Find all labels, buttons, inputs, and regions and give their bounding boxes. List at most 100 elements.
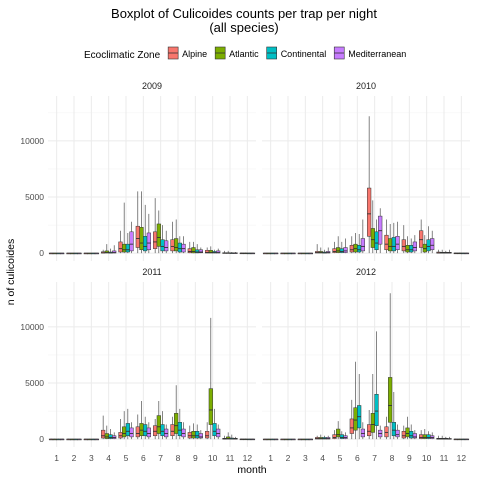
box-mediterranean-m12 bbox=[250, 438, 255, 441]
box-mediterranean-m10 bbox=[430, 230, 435, 254]
box-continental-m1 bbox=[270, 438, 275, 441]
box-continental-m11 bbox=[443, 250, 448, 254]
box-mediterranean-m6 bbox=[360, 422, 365, 440]
box-mediterranean-m4 bbox=[326, 247, 331, 254]
box-mediterranean-m3 bbox=[308, 252, 313, 255]
box-iqr bbox=[122, 243, 127, 253]
box-iqr bbox=[216, 428, 221, 438]
box-alpine-m12 bbox=[239, 252, 244, 255]
chart-title: Boxplot of Culicoides counts per trap pe… bbox=[111, 6, 377, 21]
panel-2010: 2010 bbox=[262, 81, 470, 261]
box-iqr bbox=[164, 240, 169, 252]
x-tick-label: 2 bbox=[72, 453, 77, 463]
box-mediterranean-m4 bbox=[326, 435, 331, 440]
box-continental-m7 bbox=[374, 331, 379, 440]
y-tick-label: 10000 bbox=[20, 136, 44, 146]
box-alpine-m3 bbox=[297, 252, 302, 255]
box-iqr bbox=[367, 424, 372, 437]
box-iqr bbox=[174, 413, 179, 434]
box-atlantic-m12 bbox=[457, 252, 462, 255]
box-mediterranean-m9 bbox=[412, 235, 417, 254]
box-atlantic-m1 bbox=[266, 252, 271, 255]
box-iqr bbox=[101, 429, 106, 439]
box-continental-m12 bbox=[461, 252, 466, 255]
box-mediterranean-m1 bbox=[274, 252, 279, 255]
box-continental-m6 bbox=[357, 374, 362, 440]
box-mediterranean-m10 bbox=[430, 432, 435, 440]
x-axis-title: month bbox=[237, 464, 266, 476]
box-iqr bbox=[212, 423, 217, 437]
box-continental-m3 bbox=[305, 438, 310, 441]
box-iqr bbox=[388, 377, 393, 423]
x-tick-label: 6 bbox=[355, 453, 360, 463]
box-mediterranean-m6 bbox=[146, 422, 151, 440]
box-continental-m3 bbox=[91, 438, 96, 441]
box-mediterranean-m1 bbox=[60, 252, 65, 255]
box-mediterranean-m10 bbox=[216, 248, 221, 254]
box-iqr bbox=[332, 248, 337, 253]
box-atlantic-m7 bbox=[156, 210, 161, 254]
box-mediterranean-m5 bbox=[129, 221, 134, 254]
box-iqr bbox=[170, 239, 175, 252]
x-tick-label: 9 bbox=[193, 453, 198, 463]
box-continental-m5 bbox=[339, 241, 344, 254]
legend-label: Atlantic bbox=[229, 49, 259, 59]
box-iqr bbox=[156, 415, 161, 434]
box-iqr bbox=[422, 434, 427, 439]
x-tick-label: 10 bbox=[208, 453, 218, 463]
box-alpine-m5 bbox=[332, 241, 337, 254]
box-continental-m2 bbox=[73, 438, 78, 441]
box-alpine-m3 bbox=[83, 252, 88, 255]
x-tick-label: 4 bbox=[320, 453, 325, 463]
box-atlantic-m1 bbox=[52, 438, 57, 441]
box-mediterranean-m4 bbox=[112, 245, 117, 254]
x-tick-label: 5 bbox=[124, 453, 129, 463]
box-continental-m2 bbox=[287, 438, 292, 441]
box-continental-m3 bbox=[91, 252, 96, 255]
box-continental-m8 bbox=[391, 392, 396, 440]
box-mediterranean-m7 bbox=[378, 425, 383, 440]
box-iqr bbox=[160, 239, 165, 252]
box-mediterranean-m9 bbox=[198, 247, 203, 254]
box-iqr bbox=[430, 238, 435, 251]
box-atlantic-m2 bbox=[284, 252, 289, 255]
box-iqr bbox=[153, 425, 158, 437]
legend-label: Continental bbox=[281, 49, 327, 59]
box-alpine-m2 bbox=[66, 252, 71, 255]
box-atlantic-m5 bbox=[336, 421, 341, 440]
box-continental-m5 bbox=[125, 232, 130, 254]
x-tick-label: 10 bbox=[422, 453, 432, 463]
box-mediterranean-m7 bbox=[164, 230, 169, 254]
box-continental-m8 bbox=[177, 236, 182, 254]
box-continental-m1 bbox=[56, 252, 61, 255]
box-iqr bbox=[357, 245, 362, 253]
x-tick-label: 3 bbox=[89, 453, 94, 463]
box-mediterranean-m12 bbox=[464, 252, 469, 255]
panel-strip-title: 2010 bbox=[356, 81, 376, 91]
box-iqr bbox=[164, 428, 169, 438]
box-iqr bbox=[412, 433, 417, 439]
legend-title: Ecoclimatic Zone bbox=[84, 50, 161, 61]
box-alpine-m8 bbox=[384, 416, 389, 440]
box-iqr bbox=[367, 187, 372, 237]
legend: Ecoclimatic Zone Alpine Atlantic Continent… bbox=[84, 46, 406, 61]
box-atlantic-m3 bbox=[301, 252, 306, 255]
box-iqr bbox=[409, 245, 414, 253]
box-alpine-m7 bbox=[367, 116, 372, 254]
box-iqr bbox=[360, 428, 365, 438]
box-iqr bbox=[146, 232, 151, 251]
box-mediterranean-m10 bbox=[216, 424, 221, 440]
x-tick-label: 1 bbox=[268, 453, 273, 463]
box-iqr bbox=[135, 426, 140, 438]
panel-strip-title: 2009 bbox=[142, 81, 162, 91]
box-iqr bbox=[409, 431, 414, 439]
box-mediterranean-m11 bbox=[233, 252, 238, 254]
box-atlantic-m10 bbox=[422, 235, 427, 254]
chart-subtitle: (all species) bbox=[209, 20, 278, 35]
box-continental-m12 bbox=[247, 438, 252, 441]
x-tick-label: 7 bbox=[158, 453, 163, 463]
box-atlantic-m8 bbox=[388, 293, 393, 440]
box-iqr bbox=[339, 248, 344, 253]
legend-key-mediterranean: Mediterranean bbox=[333, 46, 406, 60]
